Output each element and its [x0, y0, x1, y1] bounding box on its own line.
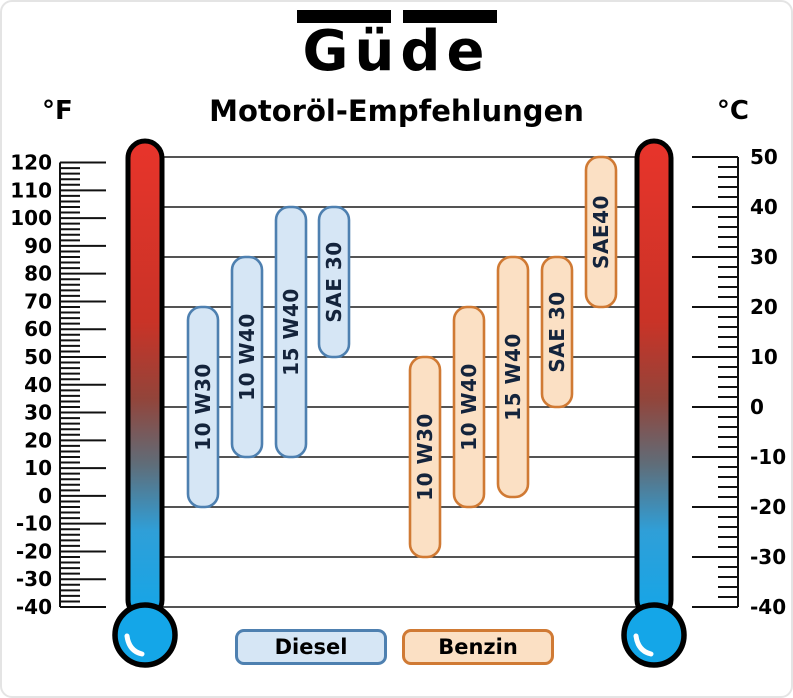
oil-bar-label: 15 W40 — [279, 288, 303, 376]
oil-bar-benzin-sae30 — [540, 255, 574, 409]
gude-logo: Güde — [282, 10, 512, 80]
fahrenheit-tick-label: 90 — [24, 234, 52, 258]
celsius-unit-label: °C — [716, 96, 749, 126]
fahrenheit-tick-label: 50 — [24, 345, 52, 369]
logo-text: Güde — [302, 19, 491, 84]
legend-benzin-label: Benzin — [438, 635, 518, 659]
fahrenheit-tick-label: 0 — [38, 484, 52, 508]
fahrenheit-tick-label: -30 — [16, 567, 52, 591]
oil-bar-label: 10 W40 — [457, 363, 481, 451]
oil-bar-label: 15 W40 — [501, 333, 525, 421]
logo-bars — [282, 10, 512, 23]
fahrenheit-tick-label: 110 — [10, 178, 52, 202]
celsius-tick-label: -40 — [750, 595, 786, 619]
celsius-tick-label: 20 — [750, 295, 778, 319]
legend-diesel: Diesel — [235, 629, 387, 665]
oil-bar-benzin-sae40 — [584, 155, 618, 309]
oil-bar-diesel-sae30 — [317, 205, 351, 359]
fahrenheit-tick-label: 60 — [24, 317, 52, 341]
fahrenheit-tick-label: 20 — [24, 428, 52, 452]
oil-bar-benzin-10w30 — [408, 355, 442, 559]
oil-bar-label: SAE 30 — [322, 241, 346, 322]
celsius-tick-label: -30 — [750, 545, 786, 569]
logo-bar-left — [296, 10, 391, 23]
oil-bar-label: SAE 30 — [545, 291, 569, 372]
oil-bar-label: SAE40 — [589, 195, 613, 269]
thermometer-right-bulb-highlight — [633, 633, 654, 657]
oil-bar-diesel-15w40 — [274, 205, 308, 459]
celsius-tick-label: 10 — [750, 345, 778, 369]
celsius-tick-label: -20 — [750, 495, 786, 519]
oil-bar-label: 10 W30 — [413, 413, 437, 501]
fahrenheit-tick-label: 30 — [24, 401, 52, 425]
oil-bar-diesel-10w30 — [186, 305, 220, 509]
fahrenheit-tick-label: 40 — [24, 373, 52, 397]
celsius-tick-label: 40 — [750, 195, 778, 219]
oil-bar-label: 10 W30 — [191, 363, 215, 451]
oil-bar-benzin-15w40 — [496, 255, 530, 499]
thermometer-left-bulb-highlight — [124, 633, 145, 657]
oil-bar-label: 10 W40 — [235, 313, 259, 401]
fahrenheit-unit-label: °F — [42, 96, 73, 126]
legend-diesel-label: Diesel — [274, 635, 348, 659]
fahrenheit-tick-label: 10 — [24, 456, 52, 480]
fahrenheit-tick-label: 100 — [10, 206, 52, 230]
thermometer-left-tube — [125, 138, 165, 620]
thermometer-right-bulb — [621, 602, 687, 668]
oil-bar-benzin-10w40 — [452, 305, 486, 509]
thermometer-right — [621, 138, 687, 668]
fahrenheit-tick-label: 120 — [10, 151, 52, 175]
thermometer-left-bulb — [112, 602, 178, 668]
fahrenheit-tick-label: 80 — [24, 262, 52, 286]
thermometer-right-tube — [634, 138, 674, 620]
oil-bar-diesel-10w40 — [230, 255, 264, 459]
logo-bar-right — [402, 10, 497, 23]
fahrenheit-tick-label: 70 — [24, 289, 52, 313]
celsius-tick-label: 30 — [750, 245, 778, 269]
fahrenheit-tick-label: -40 — [16, 595, 52, 619]
thermometer-left — [112, 138, 178, 668]
celsius-tick-label: 0 — [750, 395, 764, 419]
legend-benzin: Benzin — [402, 629, 554, 665]
fahrenheit-tick-label: -10 — [16, 512, 52, 536]
celsius-tick-label: 50 — [750, 145, 778, 169]
page-title: Motoröl-Empfehlungen — [209, 94, 584, 128]
celsius-tick-label: -10 — [750, 445, 786, 469]
fahrenheit-tick-label: -20 — [16, 539, 52, 563]
